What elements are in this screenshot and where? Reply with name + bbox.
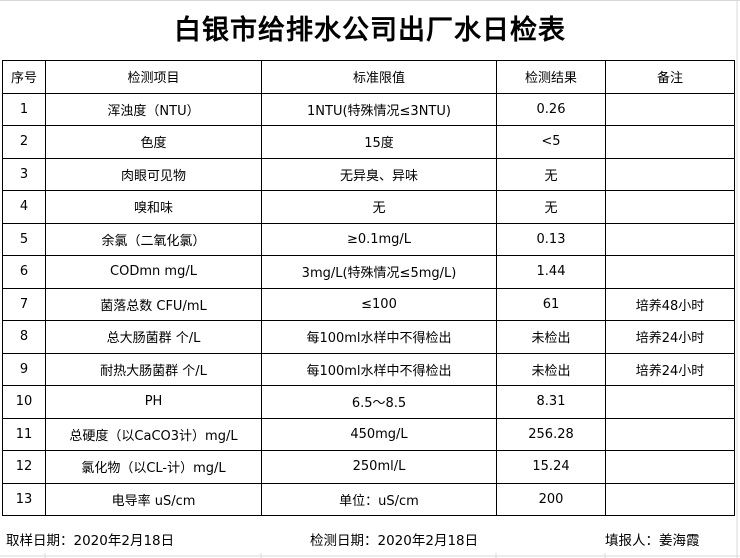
header-cell: 检测结果 <box>496 60 606 94</box>
index-cell: 13 <box>2 482 46 516</box>
item-cell: 色度 <box>45 125 262 159</box>
note-cell <box>605 450 735 484</box>
note-cell <box>605 92 735 126</box>
item-cell: 嗅和味 <box>45 190 262 224</box>
item-cell: CODmn mg/L <box>45 255 262 289</box>
result-cell: 8.31 <box>496 385 606 419</box>
index-cell: 1 <box>2 92 46 126</box>
table-row: 10 PH 6.5～8.5 8.31 <box>2 385 735 419</box>
note-cell: 培养24小时 <box>605 352 735 386</box>
index-cell: 5 <box>2 222 46 256</box>
result-cell: <5 <box>496 125 606 159</box>
result-cell: 0.26 <box>496 92 606 126</box>
item-cell: 耐热大肠菌群 个/L <box>45 352 262 386</box>
table-row: 11 总硬度（以CaCO3计）mg/L 450mg/L 256.28 <box>2 417 735 451</box>
result-cell: 15.24 <box>496 450 606 484</box>
standard-cell: 6.5～8.5 <box>261 385 497 419</box>
index-cell: 6 <box>2 255 46 289</box>
standard-cell: 450mg/L <box>261 417 497 451</box>
result-cell: 无 <box>496 157 606 191</box>
result-cell: 200 <box>496 482 606 516</box>
result-cell: 256.28 <box>496 417 606 451</box>
item-cell: PH <box>45 385 262 419</box>
table-row: 6 CODmn mg/L 3mg/L(特殊情况≤5mg/L) 1.44 <box>2 255 735 289</box>
standard-cell: 无 <box>261 190 497 224</box>
standard-cell: 250ml/L <box>261 450 497 484</box>
standard-cell: 无异臭、异味 <box>261 157 497 191</box>
note-cell <box>605 385 735 419</box>
index-cell: 3 <box>2 157 46 191</box>
standard-cell: 1NTU(特殊情况≤3NTU) <box>261 92 497 126</box>
note-cell <box>605 125 735 159</box>
header-cell: 检测项目 <box>45 60 262 94</box>
result-cell: 未检出 <box>496 320 606 354</box>
standard-cell: 单位：uS/cm <box>261 482 497 516</box>
index-cell: 8 <box>2 320 46 354</box>
note-cell: 培养24小时 <box>605 320 735 354</box>
table-row: 2 色度 15度 <5 <box>2 125 735 159</box>
header-row: 序号 检测项目 标准限值 检测结果 备注 <box>2 60 735 94</box>
note-cell <box>605 482 735 516</box>
standard-cell: 每100ml水样中不得检出 <box>261 352 497 386</box>
index-cell: 4 <box>2 190 46 224</box>
standard-cell: 每100ml水样中不得检出 <box>261 320 497 354</box>
note-cell <box>605 255 735 289</box>
note-cell: 培养48小时 <box>605 287 735 321</box>
footer: 取样日期：2020年2月18日 检测日期：2020年2月18日 填报人：姜海霞 <box>0 520 740 554</box>
index-cell: 2 <box>2 125 46 159</box>
inspection-table: 序号 检测项目 标准限值 检测结果 备注 1 浑浊度（NTU） 1NTU(特殊情况≤… <box>2 60 735 516</box>
header-cell: 序号 <box>2 60 46 94</box>
header-cell: 备注 <box>605 60 735 94</box>
item-cell: 余氯（二氧化氯） <box>45 222 262 256</box>
header-cell: 标准限值 <box>261 60 497 94</box>
standard-cell: 15度 <box>261 125 497 159</box>
index-cell: 9 <box>2 352 46 386</box>
result-cell: 1.44 <box>496 255 606 289</box>
note-cell <box>605 157 735 191</box>
result-cell: 0.13 <box>496 222 606 256</box>
result-cell: 61 <box>496 287 606 321</box>
item-cell: 总硬度（以CaCO3计）mg/L <box>45 417 262 451</box>
result-cell: 未检出 <box>496 352 606 386</box>
item-cell: 总大肠菌群 个/L <box>45 320 262 354</box>
page-title: 白银市给排水公司出厂水日检表 <box>174 15 566 46</box>
note-cell <box>605 222 735 256</box>
note-cell <box>605 190 735 224</box>
item-cell: 肉眼可见物 <box>45 157 262 191</box>
test-date: 检测日期：2020年2月18日 <box>310 533 479 549</box>
table-row: 12 氯化物（以CL-计）mg/L 250ml/L 15.24 <box>2 450 735 484</box>
standard-cell: ≤100 <box>261 287 497 321</box>
item-cell: 浑浊度（NTU） <box>45 92 262 126</box>
table-row: 5 余氯（二氧化氯） ≥0.1mg/L 0.13 <box>2 222 735 256</box>
standard-cell: 3mg/L(特殊情况≤5mg/L) <box>261 255 497 289</box>
item-cell: 电导率 uS/cm <box>45 482 262 516</box>
item-cell: 菌落总数 CFU/mL <box>45 287 262 321</box>
table-row: 1 浑浊度（NTU） 1NTU(特殊情况≤3NTU) 0.26 <box>2 92 735 126</box>
table-row: 9 耐热大肠菌群 个/L 每100ml水样中不得检出 未检出 培养24小时 <box>2 352 735 386</box>
sampling-date: 取样日期：2020年2月18日 <box>6 533 175 549</box>
result-cell: 无 <box>496 190 606 224</box>
index-cell: 11 <box>2 417 46 451</box>
table-row: 13 电导率 uS/cm 单位：uS/cm 200 <box>2 482 735 516</box>
index-cell: 12 <box>2 450 46 484</box>
index-cell: 10 <box>2 385 46 419</box>
standard-cell: ≥0.1mg/L <box>261 222 497 256</box>
note-cell <box>605 417 735 451</box>
table-row: 7 菌落总数 CFU/mL ≤100 61 培养48小时 <box>2 287 735 321</box>
reporter: 填报人：姜海霞 <box>605 533 700 549</box>
item-cell: 氯化物（以CL-计）mg/L <box>45 450 262 484</box>
table-row: 4 嗅和味无无 <box>2 190 735 224</box>
table-row: 3 肉眼可见物 无异臭、异味无 <box>2 157 735 191</box>
index-cell: 7 <box>2 287 46 321</box>
table-row: 8 总大肠菌群 个/L 每100ml水样中不得检出 未检出 培养24小时 <box>2 320 735 354</box>
